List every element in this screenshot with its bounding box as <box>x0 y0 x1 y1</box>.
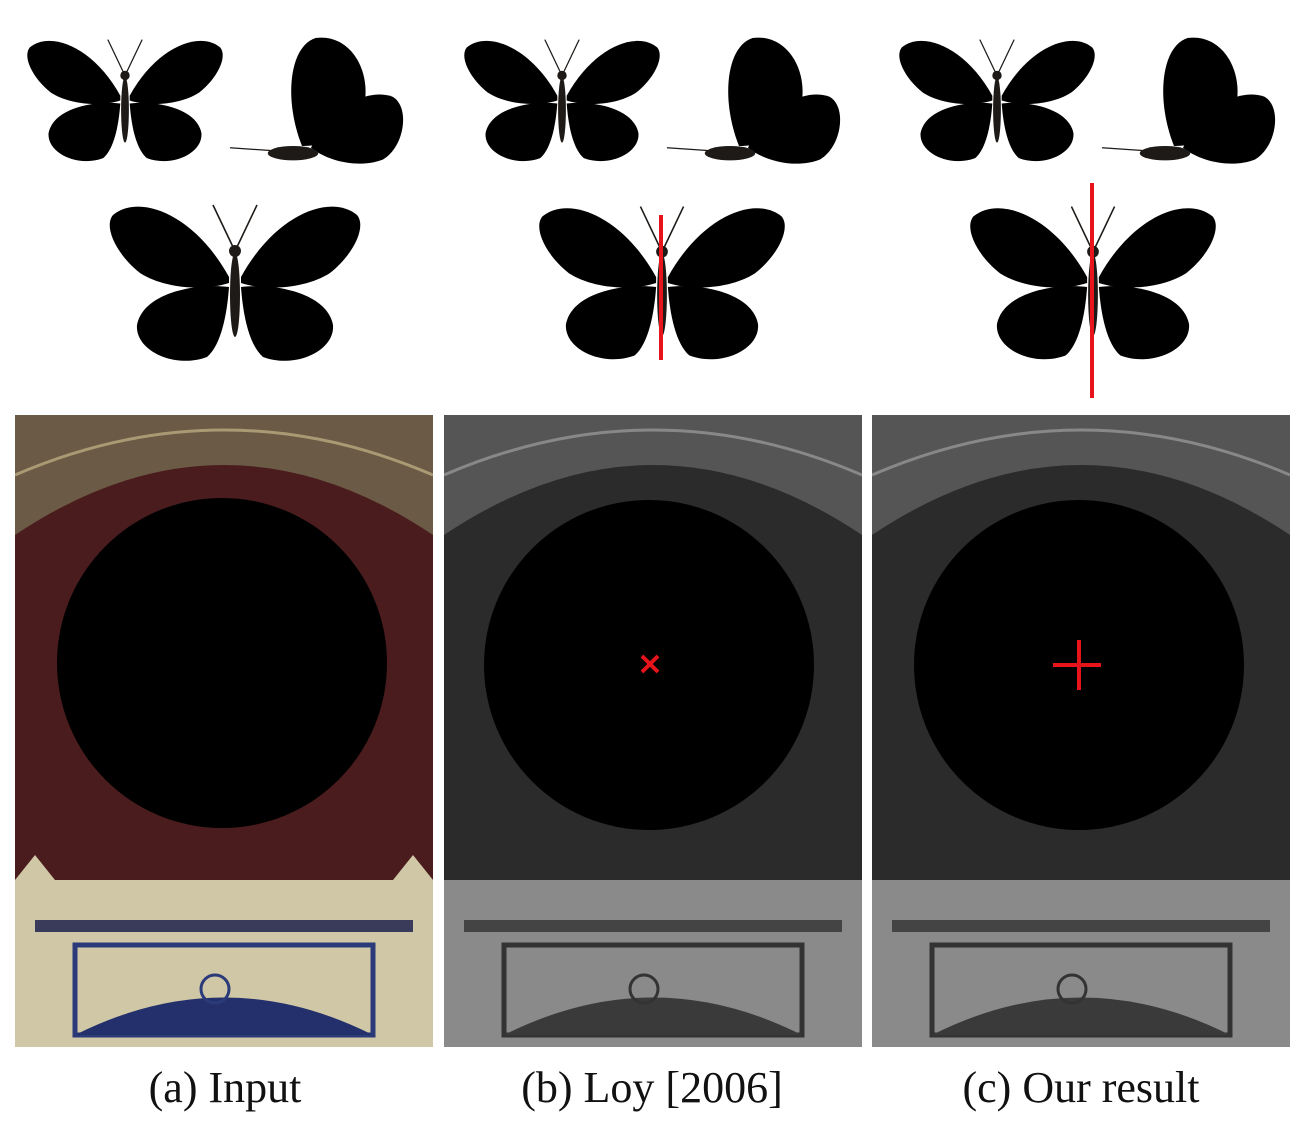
rosewindow-input-panel: .ra .rw-outer { fill: #2a3c8a; } .ra .rw… <box>15 415 433 1047</box>
butterflies-loy-panel: .cb .wing { fill: #c9c9c9; stroke: #2a2a… <box>437 0 867 405</box>
symmetry-center-marker <box>640 654 660 674</box>
rosewindow-loy-panel: .rb .rw-outer { fill: #3d3d3d; } .rb .rw… <box>444 415 862 1047</box>
rosewindow-result-panel: .rc .rw-outer { fill: #3d3d3d; } .rc .rw… <box>872 415 1290 1047</box>
caption-our-result: (c) Our result <box>962 1063 1200 1112</box>
butterflies-result-image: .cc .wing { fill: #c9c9c9; stroke: #2a2a… <box>898 36 1276 398</box>
butterflies-input-image: .ca .wing { fill: #f08a1c; stroke: #1e1a… <box>26 36 404 362</box>
caption-loy: (b) Loy [2006] <box>521 1063 783 1112</box>
butterflies-input-panel: .ca .wing { fill: #f08a1c; stroke: #1e1a… <box>0 0 430 405</box>
rosewindow-loy-image: .rb .rw-outer { fill: #3d3d3d; } .rb .rw… <box>444 415 862 1047</box>
symmetry-center-marker <box>1053 640 1101 690</box>
rosewindow-result-image: .rc .rw-outer { fill: #3d3d3d; } .rc .rw… <box>872 415 1290 1047</box>
caption-input: (a) Input <box>148 1063 302 1112</box>
butterflies-loy-image: .cb .wing { fill: #c9c9c9; stroke: #2a2a… <box>463 36 841 361</box>
butterflies-result-panel: .cc .wing { fill: #c9c9c9; stroke: #2a2a… <box>872 0 1302 405</box>
rosewindow-input-image: .ra .rw-outer { fill: #2a3c8a; } .ra .rw… <box>15 415 433 1047</box>
